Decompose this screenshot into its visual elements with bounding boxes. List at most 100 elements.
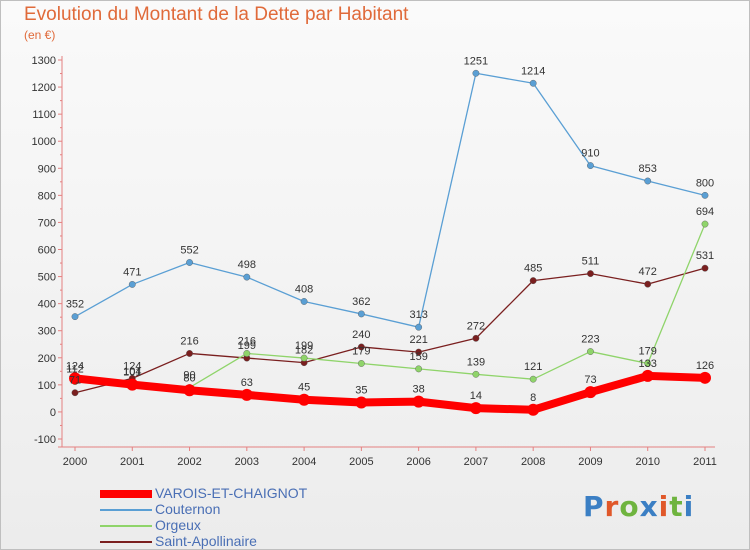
data-label: 14: [470, 390, 482, 402]
data-point: [529, 375, 537, 383]
data-label: 182: [295, 345, 313, 357]
data-point: [415, 323, 423, 331]
data-point: [641, 369, 654, 382]
y-tick-label: -100: [34, 434, 56, 446]
data-label: 124: [123, 360, 141, 372]
data-label: 159: [409, 351, 427, 363]
data-point: [300, 298, 308, 305]
data-label: 531: [696, 250, 714, 262]
data-label: 139: [467, 356, 485, 368]
chart-subtitle: (en €): [24, 28, 56, 42]
data-label: 221: [409, 334, 427, 346]
data-point: [587, 270, 594, 277]
data-label: 133: [639, 358, 657, 370]
data-label: 272: [467, 320, 485, 332]
x-tick-label: 2004: [292, 456, 316, 468]
chart-title: Evolution du Montant de la Dette par Hab…: [24, 4, 409, 25]
legend-label: VAROIS-ET-CHAIGNOT: [155, 485, 308, 501]
data-point: [701, 220, 709, 228]
legend-label: Saint-Apollinaire: [155, 533, 257, 549]
data-label: 485: [524, 263, 542, 275]
data-point: [644, 360, 652, 367]
logo-letter: r: [604, 490, 620, 523]
data-label: 101: [123, 367, 141, 379]
logo-letter: o: [619, 490, 640, 523]
data-label: 800: [696, 177, 714, 189]
data-point: [128, 281, 136, 288]
data-point: [469, 402, 482, 415]
data-point: [701, 191, 709, 199]
x-tick-label: 2001: [120, 456, 144, 468]
proxiti-logo: Proxiti: [583, 490, 694, 523]
data-point: [701, 264, 709, 272]
data-label: 1214: [521, 65, 545, 77]
data-point: [243, 350, 251, 357]
data-label: 45: [298, 382, 310, 394]
data-label: 179: [639, 345, 657, 357]
data-point: [472, 370, 480, 378]
data-point: [415, 348, 423, 356]
data-label: 223: [581, 334, 599, 346]
data-point: [357, 360, 365, 367]
y-tick-label: 1000: [32, 136, 56, 148]
data-label: 199: [238, 340, 256, 352]
legend-swatch: [100, 490, 152, 498]
data-point: [644, 280, 652, 288]
data-label: 498: [238, 259, 256, 271]
series-line: [74, 72, 706, 328]
x-tick-label: 2000: [63, 456, 87, 468]
data-point: [415, 365, 423, 373]
data-label: 552: [180, 244, 198, 256]
x-tick-label: 2002: [177, 456, 201, 468]
data-point: [529, 79, 537, 87]
data-label: 104: [123, 366, 141, 378]
data-point: [300, 354, 308, 362]
x-tick-label: 2005: [349, 456, 373, 468]
logo-letter: P: [583, 490, 605, 523]
data-point: [126, 378, 139, 391]
y-tick-label: 1100: [32, 109, 56, 121]
data-label: 240: [352, 329, 370, 341]
data-point: [71, 389, 79, 397]
data-point: [472, 334, 480, 342]
logo-letter: i: [658, 490, 670, 523]
x-tick-label: 2011: [693, 456, 717, 468]
data-label: 112: [66, 364, 84, 376]
data-point: [527, 403, 540, 416]
data-label: 471: [123, 266, 141, 278]
data-point: [472, 69, 480, 77]
legend-swatch: [100, 525, 152, 527]
data-point: [186, 350, 193, 357]
data-point: [298, 393, 311, 406]
data-point: [357, 343, 365, 351]
data-point: [243, 273, 251, 281]
x-tick-label: 2009: [578, 456, 602, 468]
data-label: 124: [66, 360, 84, 372]
data-point: [183, 384, 196, 397]
data-label: 472: [639, 266, 657, 278]
y-tick-label: 700: [38, 217, 56, 229]
y-tick-label: 100: [38, 380, 56, 392]
data-label: 910: [581, 148, 599, 160]
data-point: [69, 372, 81, 385]
y-tick-label: 0: [50, 407, 56, 419]
x-tick-label: 2006: [406, 456, 430, 468]
legend-swatch: [100, 509, 152, 511]
legend-label: Orgeux: [155, 517, 201, 533]
legend-label: Couternon: [155, 501, 221, 517]
data-label: 694: [696, 206, 714, 218]
data-label: 73: [584, 374, 596, 386]
data-label: 1251: [464, 55, 488, 67]
data-label: 179: [352, 345, 370, 357]
y-tick-label: 200: [38, 353, 56, 365]
y-tick-label: 900: [38, 163, 56, 175]
data-label: 216: [238, 335, 256, 347]
data-label: 38: [413, 384, 425, 396]
data-point: [529, 277, 537, 285]
data-label: 199: [295, 340, 313, 352]
y-tick-label: 400: [38, 299, 56, 311]
data-label: 8: [530, 392, 536, 404]
y-tick-label: 500: [38, 272, 56, 284]
logo-letter: x: [639, 490, 659, 523]
